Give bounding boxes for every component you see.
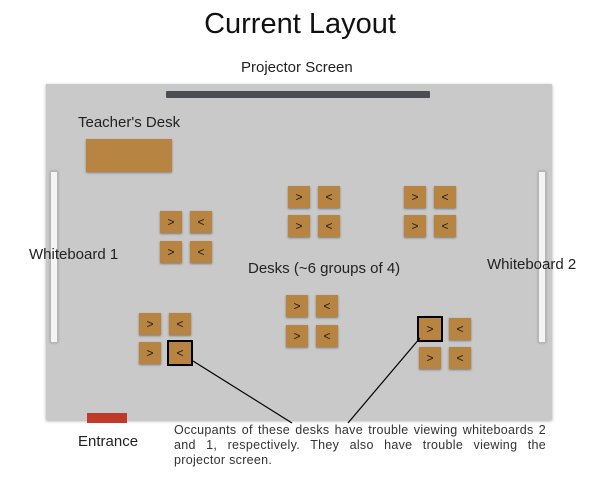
- desk: >: [404, 186, 426, 208]
- desk: >: [160, 211, 182, 233]
- highlighted-desk-right: >: [417, 316, 443, 342]
- desk: <: [169, 313, 191, 335]
- whiteboard-2-label: Whiteboard 2: [487, 256, 577, 273]
- desk: <: [316, 295, 338, 317]
- classroom-floor: [46, 84, 552, 420]
- teachers-desk: [86, 139, 172, 172]
- desk: >: [139, 313, 161, 335]
- whiteboard-1-label: Whiteboard 1: [29, 246, 119, 263]
- projector-screen: [166, 91, 430, 98]
- callout-text: Occupants of these desks have trouble vi…: [174, 423, 546, 467]
- diagram-title: Current Layout: [204, 8, 396, 40]
- desk: >: [288, 215, 310, 237]
- desk: >: [139, 342, 161, 364]
- desk: <: [449, 318, 471, 340]
- desk: >: [286, 295, 308, 317]
- desk: <: [190, 211, 212, 233]
- desk: >: [419, 347, 441, 369]
- teachers-desk-label: Teacher's Desk: [78, 114, 181, 131]
- desk: >: [160, 241, 182, 263]
- desk: <: [316, 325, 338, 347]
- desk: >: [404, 215, 426, 237]
- projector-screen-label: Projector Screen: [241, 59, 353, 76]
- whiteboard-2: [538, 171, 546, 343]
- whiteboard-1: [50, 171, 58, 343]
- desk: <: [449, 347, 471, 369]
- desk: <: [190, 241, 212, 263]
- desk: <: [434, 215, 456, 237]
- desk: <: [318, 186, 340, 208]
- desk: <: [434, 186, 456, 208]
- desk: >: [288, 186, 310, 208]
- desks-label: Desks (~6 groups of 4): [248, 260, 401, 277]
- desk: <: [318, 215, 340, 237]
- entrance-label: Entrance: [78, 433, 139, 450]
- desk: >: [286, 325, 308, 347]
- entrance-door: [87, 413, 127, 423]
- highlighted-desk-left: <: [167, 340, 193, 366]
